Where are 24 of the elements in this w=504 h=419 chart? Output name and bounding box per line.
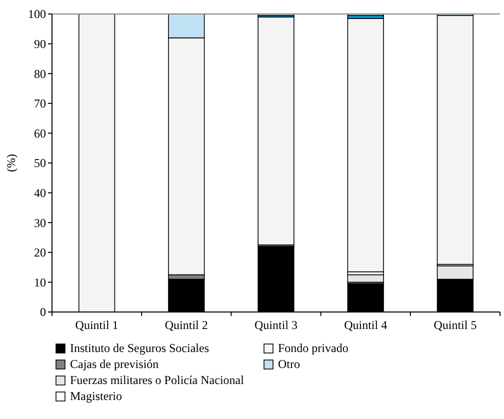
legend-label: Otro [278,357,300,371]
x-tick-label: Quintil 5 [434,318,477,332]
y-tick-label: 40 [34,186,46,200]
y-tick-label: 90 [34,37,46,51]
y-tick-label: 100 [28,7,46,22]
y-tick-label: 50 [34,156,46,170]
x-tick-label: Quintil 4 [344,318,388,332]
legend-label: Magisterio [70,389,122,403]
x-tick-label: Quintil 3 [254,318,298,332]
legend-label: Fondo privado [278,341,348,355]
y-tick-label: 60 [34,126,46,140]
y-axis-title: (%) [4,154,18,172]
x-tick-label: Quintil 2 [164,318,208,332]
legend-label: Fuerzas militares o Policía Nacional [70,373,245,387]
y-tick-label: 80 [34,66,46,81]
y-tick-label: 70 [34,96,46,111]
legend-label: Cajas de previsión [70,357,159,371]
y-tick-label: 0 [40,305,46,320]
y-tick-label: 20 [34,246,46,260]
legend-label: Instituto de Seguros Sociales [70,341,210,355]
y-tick-label: 30 [34,216,46,230]
x-tick-label: Quintil 1 [75,318,118,332]
bar [347,18,384,272]
y-tick-label: 10 [34,275,46,290]
